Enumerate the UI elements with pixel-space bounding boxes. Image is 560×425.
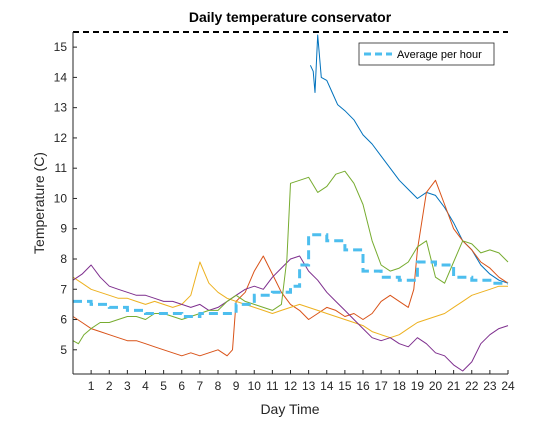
x-tick-label: 15	[338, 379, 352, 393]
x-tick-label: 4	[142, 379, 149, 393]
y-tick-label: 12	[54, 131, 68, 145]
y-tick-label: 7	[60, 282, 67, 296]
y-tick-label: 9	[60, 222, 67, 236]
series-line-2	[72, 179, 509, 357]
x-tick-label: 12	[284, 379, 298, 393]
x-tick-label: 5	[160, 379, 167, 393]
x-tick-label: 14	[320, 379, 334, 393]
legend: Average per hour	[358, 42, 495, 66]
y-axis-label: Temperature (C)	[31, 152, 47, 254]
ticks-layer: 1 2 3 4 5 6 7 8 9 10 11 12 13 14 15 16 17 18 19 20 21 22 23 245…	[54, 40, 515, 393]
x-tick-label: 10	[248, 379, 262, 393]
y-tick-label: 15	[54, 40, 68, 54]
x-tick-label: 3	[124, 379, 131, 393]
y-tick-label: 8	[60, 252, 67, 266]
y-tick-label: 11	[55, 161, 68, 175]
y-tick-label: 5	[60, 343, 67, 357]
x-tick-label: 13	[302, 379, 316, 393]
x-tick-label: 18	[393, 379, 407, 393]
x-tick-label: 11	[266, 379, 279, 393]
x-tick-label: 19	[411, 379, 425, 393]
series-line-4	[72, 255, 509, 372]
series-layer	[72, 34, 509, 372]
x-tick-label: 22	[465, 379, 479, 393]
series-line-3	[72, 261, 508, 339]
x-tick-label: 8	[215, 379, 222, 393]
x-tick-label: 23	[483, 379, 497, 393]
x-tick-label: 1	[88, 379, 95, 393]
x-tick-label: 6	[178, 379, 185, 393]
chart-title: Daily temperature conservator	[189, 9, 392, 25]
x-tick-label: 17	[374, 379, 388, 393]
series-line-5	[72, 170, 509, 345]
legend-entry: Average per hour	[397, 49, 482, 61]
average-line	[73, 233, 508, 318]
x-tick-label: 20	[429, 379, 443, 393]
x-tick-label: 9	[233, 379, 240, 393]
x-tick-label: 16	[356, 379, 370, 393]
x-axis-label: Day Time	[260, 401, 319, 417]
legend-box	[358, 42, 495, 66]
y-tick-label: 14	[54, 70, 68, 84]
y-tick-label: 13	[54, 101, 68, 115]
x-tick-label: 24	[501, 379, 515, 393]
x-tick-label: 21	[447, 379, 461, 393]
x-tick-label: 7	[197, 379, 204, 393]
x-tick-label: 2	[106, 379, 113, 393]
y-tick-label: 10	[54, 191, 68, 205]
y-tick-label: 6	[60, 313, 67, 327]
